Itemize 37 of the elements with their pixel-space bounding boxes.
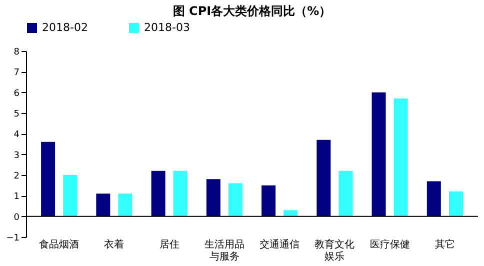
x-tick-label: 医疗保健 bbox=[370, 238, 410, 250]
y-tick-label: 0 bbox=[14, 212, 20, 223]
bar bbox=[96, 194, 110, 216]
y-tick-label: 5 bbox=[14, 110, 20, 120]
bar bbox=[151, 170, 166, 216]
bar bbox=[262, 185, 276, 216]
chart-title: 图 CPI各大类价格同比（%） bbox=[172, 4, 332, 18]
bar bbox=[372, 92, 386, 216]
legend-label: 2018-02 bbox=[42, 21, 88, 34]
x-tick-label: 衣着 bbox=[104, 238, 124, 250]
x-tick-label: 居住 bbox=[159, 240, 180, 250]
x-tick-label: 生活用品与服务 bbox=[204, 238, 244, 262]
x-tick-label: 教育文化娱乐 bbox=[314, 238, 355, 262]
bar bbox=[118, 194, 132, 216]
bar bbox=[228, 183, 242, 216]
bar bbox=[41, 142, 56, 216]
y-tick-label: −1 bbox=[6, 234, 20, 244]
x-tick-label: 其它 bbox=[434, 238, 455, 250]
bar bbox=[63, 175, 78, 216]
y-tick-label: 3 bbox=[14, 150, 20, 161]
legend-label: 2018-03 bbox=[144, 21, 190, 34]
bar bbox=[173, 170, 188, 216]
x-tick-label: 食品烟酒 bbox=[39, 238, 80, 250]
y-tick-label: 7 bbox=[14, 68, 20, 78]
y-tick-label: 6 bbox=[14, 88, 20, 99]
bar bbox=[394, 98, 408, 216]
bar bbox=[316, 140, 331, 216]
y-tick-label: 4 bbox=[14, 130, 20, 140]
y-tick-label: 2 bbox=[14, 172, 20, 182]
bar bbox=[206, 179, 220, 216]
bar bbox=[448, 192, 463, 216]
y-tick-label: 1 bbox=[14, 192, 20, 202]
bar bbox=[284, 210, 298, 216]
x-tick-label: 交通通信 bbox=[260, 238, 300, 250]
bar bbox=[338, 170, 353, 216]
y-tick-label: 8 bbox=[14, 48, 20, 58]
bar bbox=[426, 181, 441, 216]
